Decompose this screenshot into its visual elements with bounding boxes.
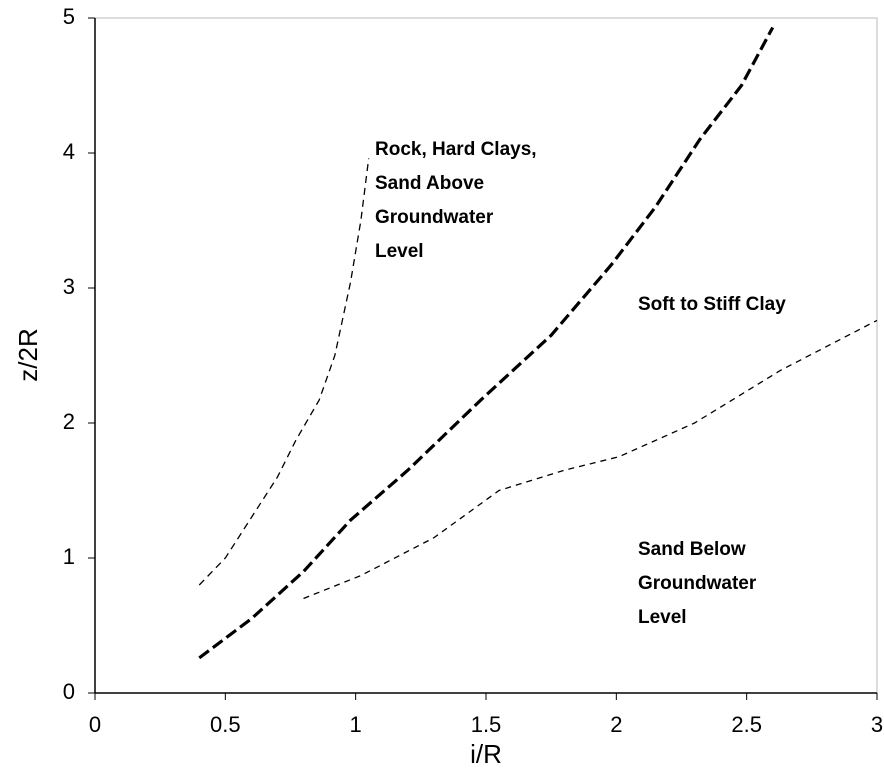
annotation: Groundwater: [638, 573, 757, 594]
annotation: Rock, Hard Clays,: [375, 139, 537, 160]
x-tick-label: 0: [89, 712, 101, 737]
y-tick-label: 5: [63, 4, 75, 29]
x-tick-label: 2: [610, 712, 622, 737]
curve: [303, 319, 878, 600]
x-tick-label: 1: [350, 712, 362, 737]
x-tick-label: 0.5: [210, 712, 241, 737]
annotation: Sand Below: [638, 539, 746, 560]
x-axis-label: i/R: [470, 739, 502, 769]
curve: [198, 158, 370, 586]
y-tick-label: 0: [63, 679, 75, 704]
annotation: Soft to Stiff Clay: [638, 294, 786, 315]
y-tick-label: 2: [63, 409, 75, 434]
x-tick-label: 3: [871, 712, 883, 737]
annotation: Level: [638, 607, 687, 628]
y-axis-label: z/2R: [13, 328, 43, 381]
x-tick-label: 2.5: [731, 712, 762, 737]
y-tick-label: 1: [63, 544, 75, 569]
plot-frame: [94, 17, 878, 694]
y-tick-label: 4: [63, 139, 75, 164]
curve: [198, 26, 775, 660]
y-tick-label: 3: [63, 274, 75, 299]
annotation: Level: [375, 241, 424, 262]
annotation: Groundwater: [375, 207, 494, 228]
x-tick-label: 1.5: [471, 712, 502, 737]
annotation: Sand Above: [375, 173, 484, 194]
